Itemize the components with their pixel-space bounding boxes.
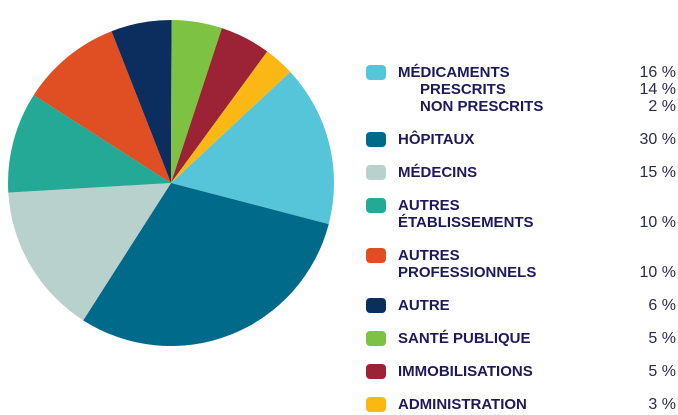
legend-swatch [366,198,386,213]
pie-slice [171,20,222,184]
pie-slice [33,31,171,184]
legend-swatch [366,65,386,80]
legend-label: MÉDECINS [398,164,478,181]
legend-entry: HÔPITAUX 30 % [366,131,676,148]
legend-label: AUTRES PROFESSIONNELS [398,247,537,281]
legend-swatch [366,397,386,412]
sub-value-label: 2 % [648,98,676,115]
value-label: 10 % [639,214,676,231]
legend-label: SANTÉ PUBLIQUE [398,330,531,347]
pie-slice [111,20,172,184]
legend-swatch [366,165,386,180]
legend-label: HÔPITAUX [398,131,475,148]
legend-entry: SANTÉ PUBLIQUE 5 % [366,330,676,347]
legend-entry: AUTRES ÉTABLISSEMENTS 10 % [366,197,676,231]
legend: MÉDICAMENTS 16 % PRESCRITS 14 % NON PRESCRIT… [366,64,676,413]
legend-entry: AUTRE 6 % [366,297,676,314]
pie-slice [7,95,171,193]
legend-label: IMMOBILISATIONS [398,363,533,380]
legend-entry: MÉDECINS 15 % [366,164,676,181]
value-label: 30 % [639,131,676,148]
value-label: 16 % [639,64,676,81]
sub-value-label: 14 % [639,81,676,98]
value-label: 15 % [639,164,676,181]
legend-swatch [366,364,386,379]
pie-chart [7,20,334,346]
legend-swatch [366,298,386,313]
legend-swatch [366,132,386,147]
sub-entry: NON PRESCRITS 2 % [366,98,676,115]
sub-entry: PRESCRITS 14 % [366,81,676,98]
legend-swatch [366,331,386,346]
legend-entry: AUTRES PROFESSIONNELS 10 % [366,247,676,281]
legend-label: AUTRES ÉTABLISSEMENTS [398,197,534,231]
value-label: 5 % [648,363,676,380]
legend-entry: ADMINISTRATION 3 % [366,396,676,413]
value-label: 3 % [648,396,676,413]
sub-label: NON PRESCRITS [420,98,544,115]
legend-label: AUTRE [398,297,450,314]
pie-slice [171,28,268,183]
value-label: 5 % [648,330,676,347]
legend-entry: MÉDICAMENTS 16 % PRESCRITS 14 % NON PRESCRIT… [366,64,676,115]
legend-label: MÉDICAMENTS [398,64,510,81]
value-label: 6 % [648,297,676,314]
value-label: 10 % [639,264,676,281]
pie-slice [83,183,329,346]
legend-entry: IMMOBILISATIONS 5 % [366,363,676,380]
legend-label: ADMINISTRATION [398,396,527,413]
pie-slice [8,183,171,321]
legend-swatch [366,248,386,263]
legend-row: MÉDICAMENTS 16 % [366,64,676,81]
pie-slice [171,71,334,225]
sub-label: PRESCRITS [420,81,506,98]
pie-slice [171,51,291,183]
